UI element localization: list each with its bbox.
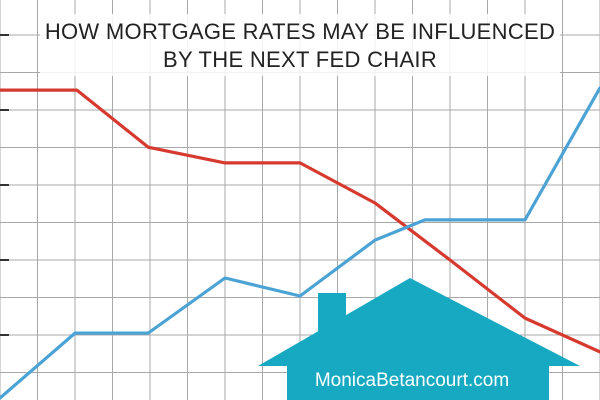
- chart-title: BY THE NEXT FED CHAIR: [163, 47, 437, 72]
- annotation: MonicaBetancourt.com: [315, 370, 509, 391]
- house-logo: MonicaBetancourt.com: [258, 278, 580, 400]
- data-line: [0, 88, 600, 354]
- house-body: [287, 360, 549, 400]
- lines: [0, 86, 600, 400]
- chart-title: HOW MORTGAGE RATES MAY BE INFLUENCED: [45, 19, 555, 44]
- title-backdrop: [40, 14, 560, 76]
- roof: [258, 278, 580, 366]
- data-line: [0, 86, 600, 400]
